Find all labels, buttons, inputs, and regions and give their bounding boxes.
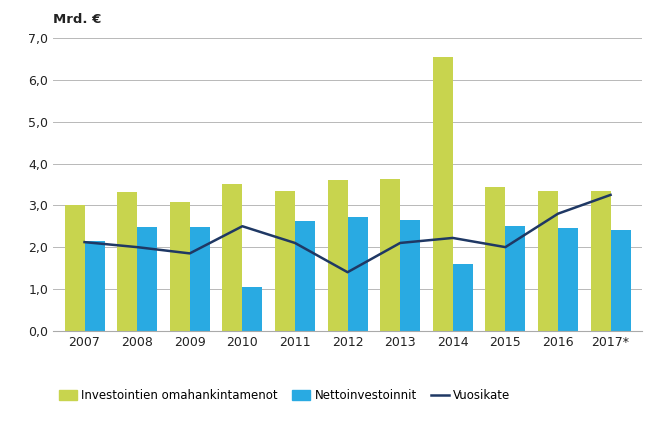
Text: Mrd. €: Mrd. €: [53, 14, 101, 26]
Bar: [591, 191, 610, 331]
Bar: [295, 221, 315, 331]
Bar: [400, 220, 420, 331]
Bar: [380, 179, 400, 331]
Bar: [275, 191, 295, 331]
Bar: [137, 227, 157, 331]
Bar: [505, 226, 526, 331]
Bar: [64, 205, 85, 331]
Bar: [348, 217, 367, 331]
Bar: [538, 191, 558, 331]
Bar: [117, 192, 137, 331]
Bar: [169, 202, 190, 331]
Bar: [453, 264, 473, 331]
Legend: Investointien omahankintamenot, Nettoinvestoinnit, Vuosikate: Investointien omahankintamenot, Nettoinv…: [59, 389, 510, 402]
Bar: [222, 184, 242, 331]
Bar: [485, 187, 505, 331]
Bar: [328, 180, 348, 331]
Bar: [190, 227, 210, 331]
Bar: [433, 57, 453, 331]
Bar: [558, 228, 578, 331]
Bar: [85, 241, 105, 331]
Bar: [242, 287, 262, 331]
Bar: [610, 230, 631, 331]
